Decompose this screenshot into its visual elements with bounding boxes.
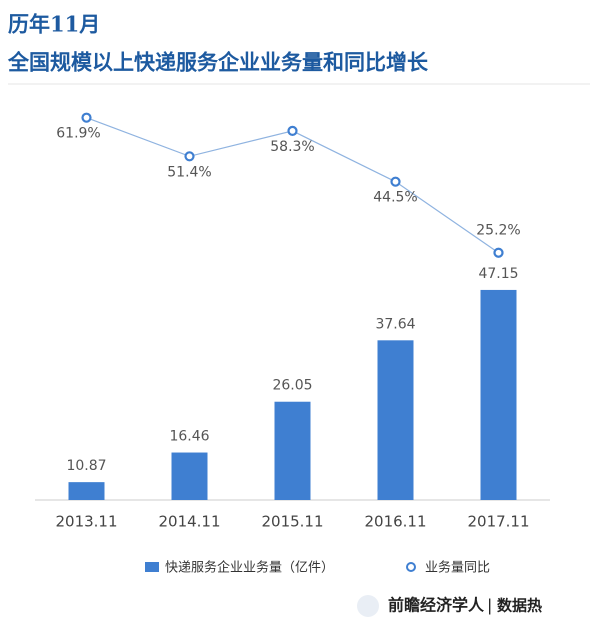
line: [86, 117, 499, 254]
value-label: 16.46: [169, 429, 209, 445]
bar: [68, 482, 105, 500]
chart-title: 历年11月: [8, 12, 100, 37]
value-label: 10.87: [66, 458, 106, 474]
legend-swatch: [406, 562, 416, 572]
legend-label: 快递服务企业业务量（亿件）: [165, 560, 334, 576]
brand: 前瞻经济学人: [388, 596, 485, 615]
chart-subtitle: 全国规模以上快递服务企业业务量和同比增长: [7, 50, 429, 75]
bar: [274, 401, 311, 500]
separator: |: [487, 596, 492, 615]
logo: [357, 595, 379, 617]
legend-swatch: [145, 562, 159, 572]
bar: [171, 452, 208, 500]
line-point: [493, 247, 504, 258]
value-label: 47.15: [478, 266, 518, 282]
footer: 前瞻经济学人 | 数据热: [357, 595, 542, 617]
value-label: 58.3%: [270, 139, 314, 155]
value-label: 25.2%: [476, 223, 520, 239]
x-tick-label: 2015.11: [261, 513, 323, 531]
line-point: [287, 125, 298, 137]
x-tick-label: 2014.11: [158, 513, 220, 531]
value-label: 26.05: [272, 378, 312, 394]
x-tick-label: 2017.11: [467, 513, 529, 531]
line-point: [184, 151, 195, 162]
section: 数据热: [497, 597, 542, 615]
value-label: 51.4%: [167, 164, 211, 180]
x-tick-label: 2016.11: [364, 513, 426, 531]
legend-label: 业务量同比: [425, 560, 490, 576]
value-label: 37.64: [375, 316, 415, 332]
bar: [377, 340, 414, 500]
x-tick-label: 2013.11: [55, 513, 117, 531]
line-point: [390, 176, 401, 187]
value-label: 44.5%: [373, 190, 417, 206]
bar: [480, 289, 517, 500]
value-label: 61.9%: [56, 126, 100, 142]
line-point: [81, 112, 92, 123]
